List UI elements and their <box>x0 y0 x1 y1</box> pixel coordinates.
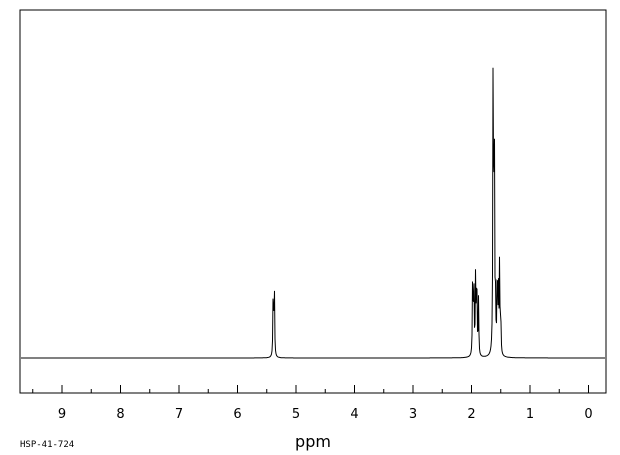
spectrum-trace <box>21 67 605 359</box>
plot-frame <box>19 9 607 394</box>
x-axis-title: ppm <box>295 432 331 451</box>
sample-code-label: HSP-41-724 <box>20 440 74 450</box>
x-tick-label: 8 <box>116 407 124 422</box>
x-tick-label: 1 <box>526 407 534 422</box>
x-tick-label: 4 <box>350 407 358 422</box>
x-axis-ticks: 9 8 7 6 5 4 3 2 1 0 <box>32 385 593 422</box>
x-tick-label: 7 <box>175 407 183 422</box>
x-tick-label: 5 <box>292 407 300 422</box>
x-tick-label: 6 <box>233 407 241 422</box>
x-tick-label: 9 <box>58 407 66 422</box>
x-tick-label: 2 <box>467 407 475 422</box>
x-tick-label: 3 <box>409 407 417 422</box>
x-tick-label: 0 <box>584 407 592 422</box>
